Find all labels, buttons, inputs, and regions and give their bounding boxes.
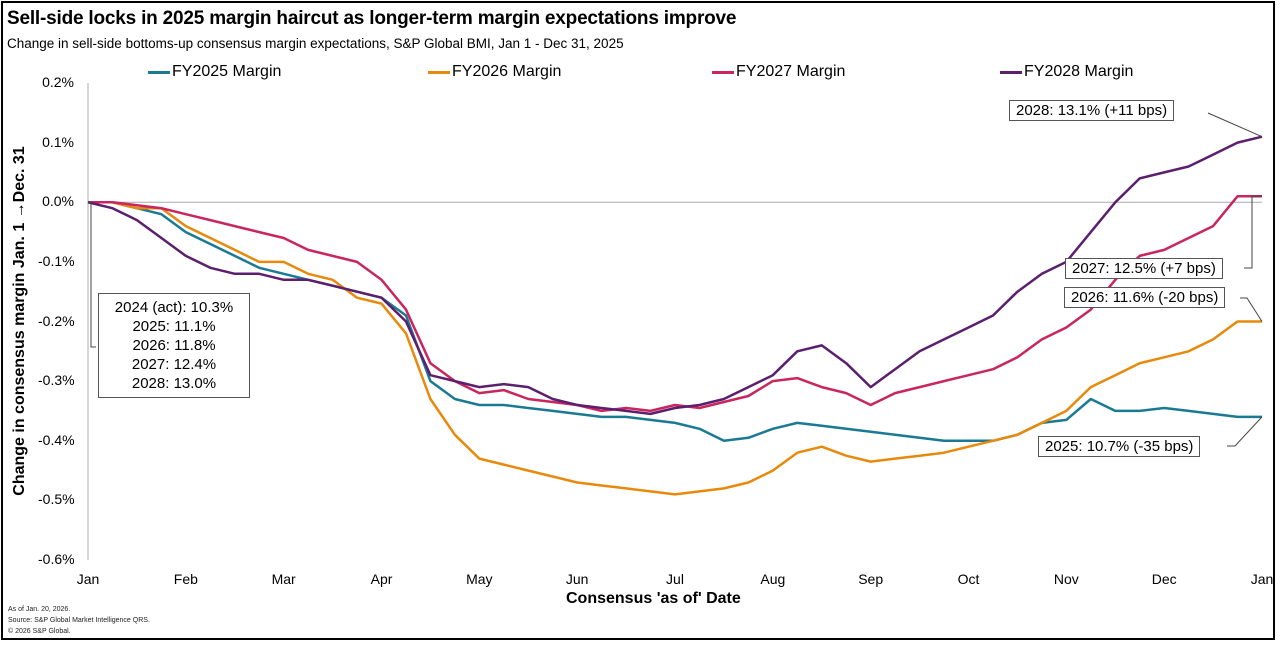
legend-item: FY2025 Margin — [148, 63, 281, 81]
x-tick-label: Jan — [1250, 571, 1274, 587]
start-value-line: 2028: 13.0% — [131, 375, 217, 392]
legend-label: FY2027 Margin — [736, 63, 846, 80]
legend-item: FY2027 Margin — [712, 63, 845, 81]
x-tick-label: Jan — [76, 571, 100, 587]
leader-2028 — [1207, 112, 1263, 138]
legend-label: FY2026 Margin — [452, 63, 562, 80]
start-value-line: 2026: 11.8% — [132, 337, 216, 354]
legend-swatch — [1000, 70, 1022, 74]
x-tick-label: Mar — [271, 571, 296, 587]
series-line-fy2027-margin — [88, 195, 1262, 413]
legend-item: FY2026 Margin — [428, 63, 561, 81]
series-line-fy2025-margin — [88, 201, 1262, 443]
leader-2027 — [1244, 195, 1262, 269]
y-tick-label: -0.5% — [38, 491, 75, 508]
legend-swatch — [428, 70, 450, 74]
start-value-line: 2024 (act): 10.3% — [114, 299, 234, 316]
leader-2026 — [1240, 297, 1263, 322]
start-values-box: 2024 (act): 10.3% 2025: 11.1% 2026: 11.8% 2… — [98, 293, 250, 398]
annotation-2026: 2026: 11.6% (-20 bps) — [1064, 287, 1226, 308]
legend-swatch — [712, 70, 734, 74]
x-tick-label: Oct — [957, 571, 980, 587]
x-axis-title: Consensus 'as of' Date — [566, 590, 741, 607]
footnote-source: Source: S&P Global Market Intelligence Q… — [8, 617, 150, 624]
y-tick-label: -0.4% — [38, 431, 75, 448]
annotation-2025: 2025: 10.7% (-35 bps) — [1038, 436, 1201, 457]
x-tick-label: May — [466, 571, 493, 587]
x-tick-label: Nov — [1053, 571, 1079, 587]
y-tick-label: -0.2% — [38, 312, 75, 329]
legend-swatch — [148, 70, 170, 74]
y-tick-label: 0.1% — [42, 133, 74, 150]
x-tick-label: Jun — [565, 571, 589, 587]
leader-2025 — [1227, 416, 1263, 447]
x-tick-label: Apr — [370, 571, 393, 587]
footnote-copyright: © 2026 S&P Global. — [8, 628, 71, 635]
legend-item: FY2028 Margin — [1000, 63, 1133, 81]
y-tick-label: -0.3% — [38, 372, 75, 389]
x-tick-label: Jul — [666, 571, 684, 587]
y-tick-label: -0.6% — [38, 551, 75, 567]
start-box-leader — [88, 201, 96, 348]
x-tick-label: Aug — [760, 571, 786, 587]
chart-title: Sell-side locks in 2025 margin haircut a… — [7, 8, 737, 29]
x-tick-label: Sep — [858, 571, 884, 587]
y-tick-label: 0.0% — [42, 193, 74, 210]
y-tick-label: -0.1% — [38, 252, 75, 269]
annotation-2028: 2028: 13.1% (+11 bps) — [1009, 100, 1175, 121]
x-tick-label: Dec — [1151, 571, 1177, 587]
x-tick-label: Feb — [173, 571, 198, 587]
legend-label: FY2028 Margin — [1024, 63, 1134, 80]
start-value-line: 2027: 12.4% — [131, 356, 217, 373]
chart-subtitle: Change in sell-side bottoms-up consensus… — [7, 36, 624, 51]
series-line-fy2026-margin — [88, 201, 1262, 496]
annotation-2027: 2027: 12.5% (+7 bps) — [1065, 258, 1223, 279]
y-tick-label: 0.2% — [42, 74, 74, 90]
start-value-line: 2025: 11.1% — [132, 318, 216, 335]
footnote-date: As of Jan. 20, 2026. — [8, 606, 71, 613]
legend-label: FY2025 Margin — [172, 63, 282, 80]
